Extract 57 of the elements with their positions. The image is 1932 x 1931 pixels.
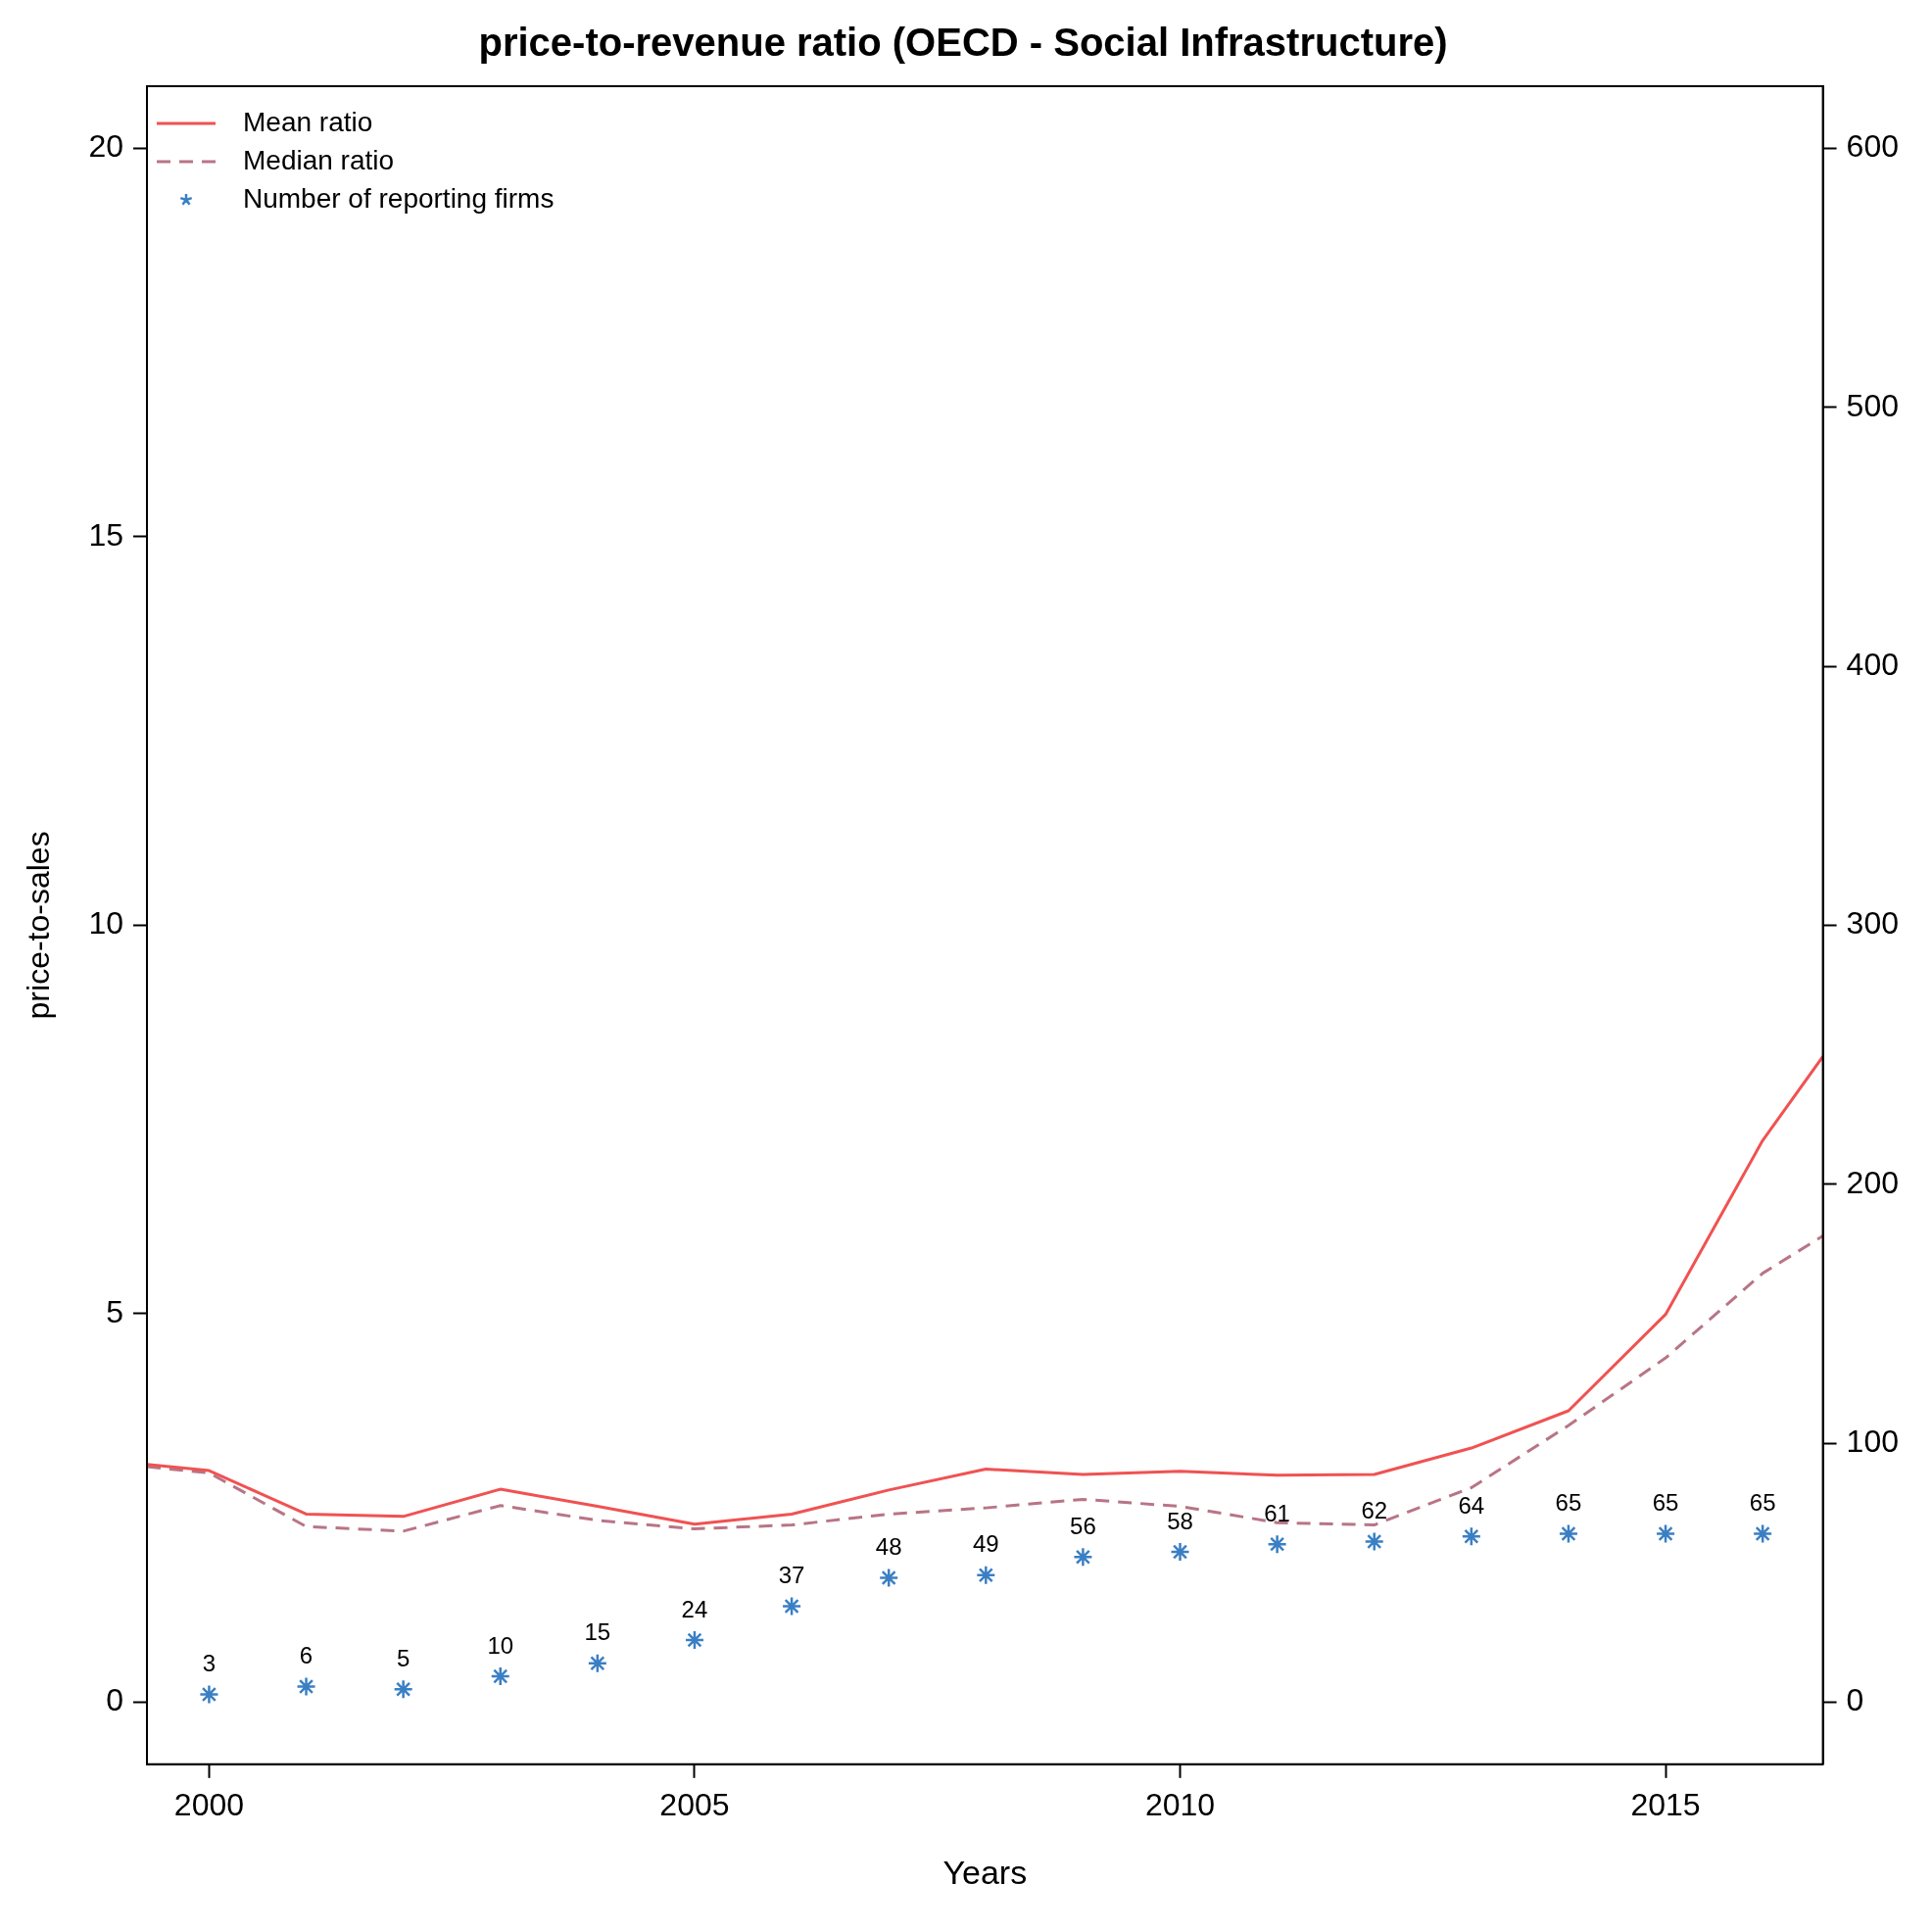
data-label: 65 [1749, 1489, 1776, 1517]
data-label: 56 [1070, 1512, 1096, 1539]
data-label: 61 [1264, 1499, 1290, 1526]
y-axis-title: price-to-sales [21, 831, 57, 1020]
point [781, 1596, 802, 1617]
data-label: 24 [681, 1595, 708, 1622]
data-label: 6 [299, 1642, 314, 1669]
x-tick-label: 2010 [1144, 1786, 1216, 1822]
y2-tick-label: 100 [1846, 1423, 1899, 1459]
x-tick-label: 2015 [1630, 1786, 1701, 1822]
legend-label: Median ratio [242, 144, 395, 175]
data-label: 48 [875, 1533, 902, 1561]
x-tick-label: 2000 [173, 1786, 245, 1822]
point [976, 1565, 996, 1586]
y-tick-label: 10 [88, 905, 123, 941]
point [490, 1665, 510, 1687]
data-label: 37 [778, 1562, 805, 1589]
point [393, 1678, 413, 1700]
y-tick-label: 5 [106, 1293, 123, 1329]
line-series [146, 1234, 1823, 1533]
x-tick-label: 2005 [659, 1786, 730, 1822]
chart-title: price-to-revenue ratio (OECD - Social Infrastructure) [478, 21, 1448, 65]
point [1364, 1531, 1384, 1552]
point [1461, 1525, 1482, 1547]
y2-tick-label: 600 [1846, 128, 1899, 165]
y2-tick-label: 0 [1846, 1682, 1864, 1718]
point [296, 1676, 316, 1697]
legend-label: Number of reporting firms [242, 182, 555, 214]
y2-tick-label: 400 [1846, 646, 1899, 682]
y2-tick-label: 300 [1846, 905, 1899, 941]
data-label: 15 [584, 1618, 611, 1646]
point [1267, 1533, 1287, 1555]
point [1073, 1547, 1093, 1568]
data-label: 3 [202, 1650, 217, 1677]
data-label: 10 [487, 1631, 514, 1659]
data-label: 65 [1652, 1489, 1679, 1517]
data-label: 49 [972, 1530, 999, 1558]
point [1558, 1523, 1579, 1544]
point [587, 1653, 608, 1673]
point [199, 1684, 219, 1705]
y-tick-label: 15 [88, 516, 123, 553]
data-label: 62 [1361, 1497, 1388, 1524]
y2-tick-label: 500 [1846, 387, 1899, 423]
legend-label: Mean ratio [242, 106, 373, 137]
x-axis-title: Years [942, 1853, 1028, 1891]
point [1655, 1523, 1676, 1544]
data-label: 64 [1458, 1491, 1485, 1519]
y-tick-label: 20 [88, 128, 123, 165]
data-label: 5 [396, 1644, 411, 1671]
data-label: 65 [1555, 1489, 1582, 1517]
data-label: 58 [1167, 1507, 1193, 1534]
y2-tick-label: 200 [1846, 1164, 1899, 1200]
point [1752, 1523, 1773, 1544]
point [684, 1629, 705, 1651]
point [1170, 1541, 1190, 1563]
y-tick-label: 0 [106, 1682, 123, 1718]
point [878, 1568, 899, 1588]
